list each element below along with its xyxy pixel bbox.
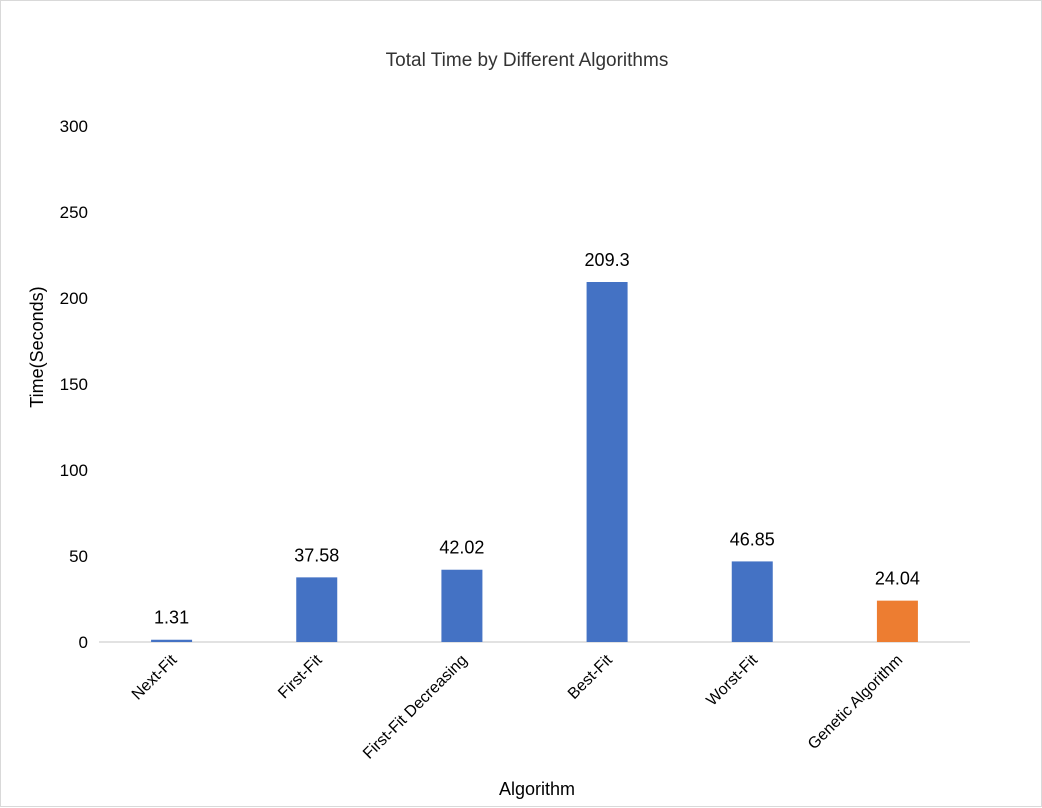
bar: [441, 569, 483, 642]
y-axis-ticks: 0 50 100 150 200 250 300: [60, 117, 88, 652]
y-tick-label: 100: [60, 461, 88, 480]
x-tick-label: First-Fit: [275, 651, 326, 702]
y-tick-label: 300: [60, 117, 88, 136]
data-label: 46.85: [730, 529, 775, 549]
data-label: 37.58: [294, 545, 339, 565]
bar: [876, 600, 918, 642]
data-label: 1.31: [154, 608, 189, 628]
y-tick-label: 250: [60, 203, 88, 222]
data-label: 209.3: [585, 250, 630, 270]
bar: [586, 282, 628, 642]
bar: [731, 561, 773, 642]
data-labels-group: 1.31 37.58 42.02 209.3 46.85 24.04: [154, 250, 920, 628]
x-tick-label: Worst-Fit: [703, 651, 761, 709]
category-labels-group: Next-Fit First-Fit First-Fit Decreasing Bes…: [129, 651, 906, 762]
chart-title: Total Time by Different Algorithms: [386, 50, 669, 71]
bar: [151, 639, 193, 642]
y-tick-label: 50: [69, 547, 88, 566]
y-axis-title: Time(Seconds): [27, 286, 47, 407]
bars-group: [151, 282, 918, 642]
x-tick-label: Next-Fit: [129, 651, 181, 703]
data-label: 42.02: [439, 538, 484, 558]
bar: [296, 577, 338, 642]
x-tick-label: Genetic Algorithm: [805, 652, 906, 753]
x-tick-label: First-Fit Decreasing: [360, 652, 471, 763]
y-tick-label: 0: [79, 633, 88, 652]
data-label: 24.04: [875, 569, 920, 589]
y-tick-label: 200: [60, 289, 88, 308]
y-tick-label: 150: [60, 375, 88, 394]
x-axis-title: Algorithm: [499, 779, 575, 799]
x-tick-label: Best-Fit: [565, 651, 616, 702]
